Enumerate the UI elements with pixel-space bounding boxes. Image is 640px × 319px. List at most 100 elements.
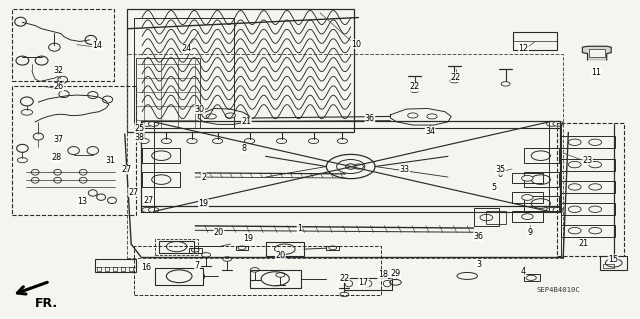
Circle shape: [522, 195, 533, 200]
Bar: [250, 270, 301, 288]
Text: FR.: FR.: [35, 297, 58, 310]
Bar: [136, 58, 200, 128]
Circle shape: [408, 113, 418, 118]
Text: 32: 32: [54, 66, 64, 75]
Bar: [266, 242, 304, 256]
Text: 35: 35: [495, 165, 506, 174]
Bar: [159, 241, 194, 253]
Bar: [524, 172, 559, 187]
Text: 27: 27: [122, 165, 132, 174]
Text: 22: 22: [410, 82, 420, 91]
Bar: [561, 203, 615, 215]
Circle shape: [522, 214, 533, 219]
Bar: [561, 136, 615, 148]
Bar: [512, 173, 543, 183]
Bar: [603, 264, 614, 268]
Text: 20: 20: [214, 228, 224, 237]
Bar: [134, 246, 381, 295]
Circle shape: [148, 121, 159, 126]
Text: SEP4B4010C: SEP4B4010C: [536, 287, 580, 293]
Text: 24: 24: [182, 44, 192, 53]
Text: 27: 27: [143, 196, 154, 205]
Text: 7: 7: [195, 261, 200, 270]
Text: 22: 22: [451, 73, 461, 82]
Bar: [12, 9, 114, 81]
Bar: [142, 172, 180, 187]
Circle shape: [547, 121, 557, 126]
Bar: [486, 211, 506, 224]
Bar: [344, 278, 392, 290]
Bar: [127, 54, 563, 258]
Circle shape: [553, 207, 563, 212]
Text: 19: 19: [243, 234, 253, 243]
Bar: [561, 159, 615, 171]
Bar: [134, 18, 234, 128]
Bar: [589, 49, 605, 57]
Bar: [12, 86, 136, 215]
Circle shape: [553, 121, 563, 126]
Bar: [189, 248, 202, 253]
Text: 38: 38: [134, 133, 145, 142]
Text: 20: 20: [275, 251, 285, 260]
Text: 30: 30: [195, 105, 205, 114]
Circle shape: [148, 207, 159, 212]
Bar: [524, 274, 540, 281]
Bar: [561, 225, 615, 237]
Circle shape: [206, 114, 216, 119]
Text: 5: 5: [492, 183, 497, 192]
Text: 1: 1: [297, 224, 302, 233]
Text: 9: 9: [527, 228, 532, 237]
Text: 22: 22: [339, 274, 349, 283]
Text: 19: 19: [198, 199, 209, 208]
Bar: [113, 267, 117, 271]
Circle shape: [346, 164, 356, 169]
Text: 21: 21: [579, 239, 589, 248]
Circle shape: [225, 113, 236, 118]
Text: 17: 17: [358, 278, 369, 287]
Text: 14: 14: [92, 41, 102, 50]
Bar: [561, 181, 615, 193]
Text: 18: 18: [378, 271, 388, 279]
Text: 16: 16: [141, 263, 151, 272]
Text: 25: 25: [134, 124, 145, 133]
Circle shape: [427, 114, 437, 119]
Polygon shape: [582, 46, 611, 60]
Bar: [120, 267, 125, 271]
Bar: [155, 239, 198, 255]
Bar: [524, 148, 559, 163]
Bar: [97, 267, 101, 271]
Text: 11: 11: [591, 68, 602, 77]
Text: 27: 27: [128, 188, 138, 197]
Text: 36: 36: [474, 232, 484, 241]
Text: 21: 21: [241, 117, 252, 126]
Bar: [326, 246, 339, 250]
Text: 34: 34: [425, 127, 435, 136]
Bar: [513, 32, 557, 50]
Text: 28: 28: [51, 153, 61, 162]
Bar: [474, 208, 499, 226]
Text: 15: 15: [608, 255, 618, 263]
Text: 33: 33: [399, 165, 410, 174]
Bar: [524, 196, 559, 211]
Text: 8: 8: [242, 144, 247, 153]
Bar: [557, 123, 624, 256]
Text: 4: 4: [521, 267, 526, 276]
Text: 2: 2: [201, 173, 206, 182]
Bar: [155, 268, 203, 285]
Bar: [236, 246, 248, 250]
Bar: [512, 192, 543, 203]
Bar: [512, 211, 543, 222]
Text: 37: 37: [54, 135, 64, 144]
Circle shape: [346, 164, 356, 169]
Text: 23: 23: [582, 156, 593, 165]
Circle shape: [547, 207, 557, 212]
Circle shape: [142, 121, 152, 126]
Bar: [127, 9, 354, 132]
Bar: [142, 148, 180, 163]
Text: 12: 12: [518, 44, 529, 53]
Bar: [600, 256, 627, 270]
Circle shape: [522, 175, 533, 181]
Bar: [129, 267, 133, 271]
Circle shape: [142, 207, 152, 212]
Circle shape: [353, 164, 364, 169]
